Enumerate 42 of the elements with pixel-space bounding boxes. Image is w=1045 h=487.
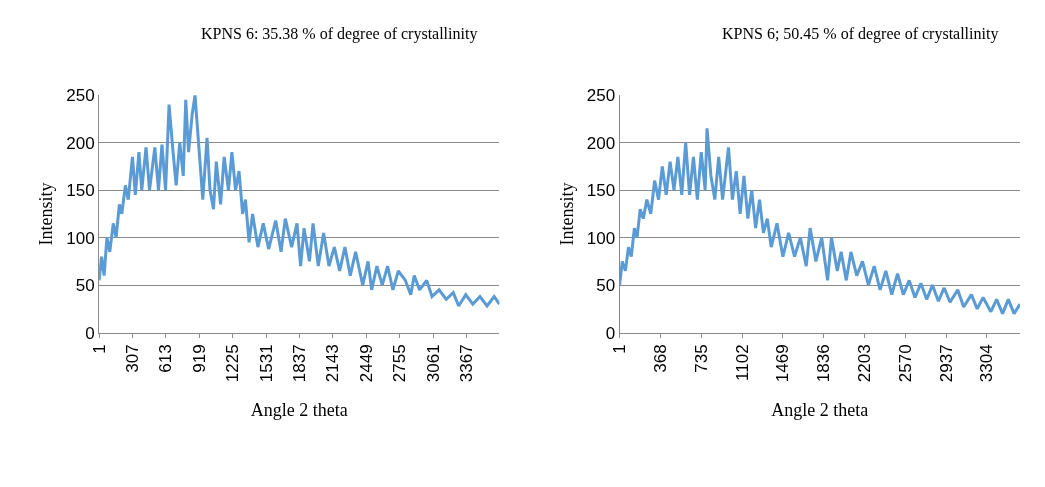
x-tick-label: 1225: [223, 344, 243, 383]
line-series: [99, 95, 500, 308]
x-tick-label: 1: [89, 344, 109, 354]
y-tick-label: 100: [586, 228, 616, 248]
x-tick-label: 919: [189, 344, 209, 373]
y-tick-label: 150: [66, 181, 95, 201]
y-tick-label: 150: [586, 181, 616, 201]
x-tick-label: 3367: [457, 344, 477, 383]
chart-title: KPNS 6: 35.38 % of degree of crystallinity: [201, 25, 478, 43]
y-axis-title: Intensity: [557, 182, 578, 246]
x-tick-label: 1469: [773, 344, 793, 383]
x-tick-label: 1102: [732, 344, 752, 381]
y-tick-label: 50: [596, 276, 616, 296]
x-tick-label: 2755: [390, 344, 410, 383]
y-tick-label: 50: [75, 276, 95, 296]
x-tick-label: 2143: [323, 344, 343, 383]
line-series: [619, 126, 1020, 316]
x-tick-label: 735: [691, 344, 711, 373]
y-tick-label: 200: [66, 133, 95, 153]
x-tick-label: 1531: [256, 344, 276, 383]
x-tick-label: 1837: [290, 344, 310, 383]
x-tick-label: 1836: [814, 344, 834, 383]
y-tick-label: 250: [66, 86, 95, 106]
x-tick-label: 613: [156, 344, 176, 373]
x-tick-label: 3061: [423, 344, 443, 383]
chart-title: KPNS 6; 50.45 % of degree of crystallinity: [722, 25, 999, 43]
y-axis-title: Intensity: [36, 182, 57, 246]
y-tick-label: 200: [586, 133, 616, 153]
x-tick-label: 1: [610, 344, 630, 354]
x-tick-label: 2449: [356, 344, 376, 383]
x-tick-label: 3304: [977, 344, 997, 383]
y-tick-label: 0: [85, 323, 95, 343]
x-tick-label: 2203: [855, 344, 875, 383]
x-axis-title: Angle 2 theta: [250, 400, 348, 421]
x-tick-label: 2937: [936, 344, 956, 383]
y-tick-label: 100: [66, 228, 95, 248]
x-tick-label: 2570: [895, 344, 915, 383]
x-tick-label: 307: [123, 344, 142, 373]
x-axis-title: Angle 2 theta: [771, 400, 869, 421]
y-tick-label: 0: [605, 323, 616, 343]
y-tick-label: 250: [586, 86, 616, 106]
x-tick-label: 368: [650, 344, 670, 373]
